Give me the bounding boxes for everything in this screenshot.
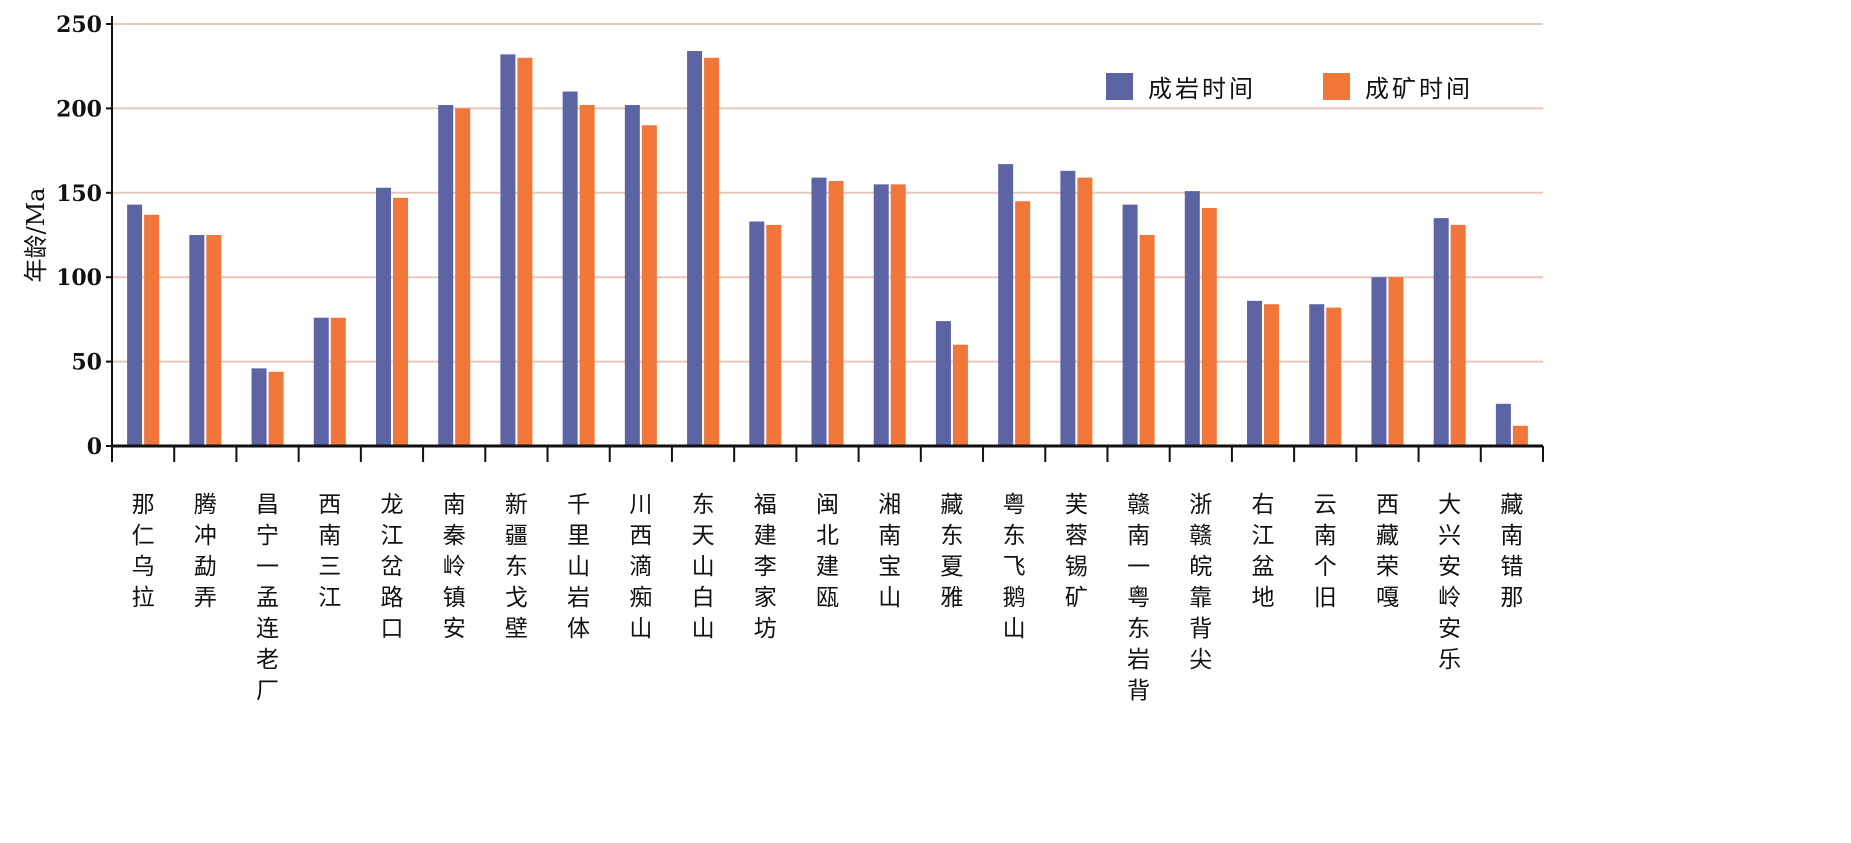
- y-tick-label: 150: [56, 181, 102, 207]
- y-tick-label: 250: [56, 12, 102, 38]
- bar-series-2: [1201, 207, 1217, 446]
- x-category-label: 福建李家坊: [754, 492, 777, 642]
- bar-series-2: [1326, 307, 1342, 446]
- bar-series-2: [1139, 235, 1155, 446]
- x-category-label: 大兴安岭安乐: [1438, 492, 1461, 673]
- bar-series-1: [189, 235, 205, 446]
- x-category-label: 昌宁一孟连老厂: [256, 492, 279, 704]
- bar-series-2: [766, 224, 782, 446]
- y-axis-label: 年龄/Ma: [22, 188, 50, 283]
- bar-series-2: [1077, 177, 1093, 446]
- legend-label: 成岩时间: [1148, 75, 1256, 103]
- legend-swatch: [1106, 73, 1133, 100]
- y-tick-label: 100: [56, 265, 102, 291]
- x-category-label: 藏东夏雅: [940, 492, 963, 611]
- bar-series-1: [1309, 304, 1325, 446]
- bar-series-1: [500, 54, 516, 446]
- bar-series-1: [1060, 170, 1076, 446]
- bar-series-2: [952, 344, 968, 446]
- bar-series-1: [1122, 204, 1138, 446]
- bar-series-2: [579, 105, 595, 447]
- bar-series-1: [1184, 191, 1200, 446]
- bar-series-1: [1495, 403, 1511, 446]
- bar-series-1: [438, 105, 454, 447]
- bar-series-1: [811, 177, 827, 446]
- legend: 成岩时间 成矿时间: [1106, 73, 1473, 103]
- y-tick-label: 0: [87, 434, 102, 460]
- x-category-label: 千里山岩体: [567, 492, 590, 642]
- bar-series-2: [890, 184, 906, 447]
- label-layer: 0 50 100 150 200 250 那仁乌拉 腾冲勐弄 昌宁一孟连老厂 西南三江 龙江岔路口 南…: [22, 12, 1523, 704]
- bar-series-1: [1247, 300, 1263, 446]
- legend-label: 成矿时间: [1365, 75, 1473, 103]
- legend-swatch: [1323, 73, 1350, 100]
- grid-layer: [112, 23, 1543, 363]
- bar-series-2: [1015, 201, 1031, 446]
- bar-series-2: [1450, 224, 1466, 446]
- bar-series-1: [624, 105, 640, 447]
- x-category-label: 龙江岔路口: [380, 492, 403, 642]
- y-tick-label: 200: [56, 96, 102, 122]
- bar-series-1: [562, 91, 578, 447]
- bar-series-2: [1388, 277, 1404, 446]
- bar-series-2: [517, 57, 533, 446]
- bar-series-1: [251, 368, 267, 446]
- bar-series-2: [828, 180, 844, 446]
- bar-series-1: [1371, 277, 1387, 446]
- bar-series-1: [1433, 218, 1449, 446]
- x-category-label: 那仁乌拉: [132, 492, 155, 611]
- x-category-label: 西藏荣嘎: [1376, 492, 1399, 611]
- x-category-label: 闽北建瓯: [816, 492, 839, 611]
- bar-series-1: [687, 51, 703, 447]
- x-category-label: 云南个旧: [1314, 492, 1337, 611]
- x-category-label: 右江盆地: [1252, 492, 1275, 611]
- bar-series-1: [935, 321, 951, 446]
- x-category-label: 东天山白山: [692, 492, 715, 642]
- bar-series-1: [375, 187, 391, 446]
- axis-layer: [106, 16, 1544, 462]
- bar-series-2: [641, 125, 657, 446]
- x-category-label: 赣南一粤东岩背: [1127, 492, 1150, 704]
- bar-series-2: [392, 197, 408, 446]
- x-category-label: 粤东飞鹅山: [1003, 492, 1026, 642]
- x-category-label: 藏南错那: [1500, 492, 1523, 611]
- x-category-label: 芙蓉锡矿: [1065, 492, 1088, 611]
- x-category-label: 浙赣皖靠背尖: [1189, 492, 1212, 673]
- bar-series-2: [144, 214, 160, 446]
- bar-series-2: [206, 235, 222, 446]
- bar-series-2: [1264, 304, 1280, 446]
- x-category-label: 川西滴痴山: [629, 492, 652, 642]
- x-category-label: 西南三江: [318, 492, 341, 611]
- bar-series-1: [749, 221, 765, 446]
- x-category-label: 南秦岭镇安: [443, 492, 466, 642]
- bar-series-2: [268, 371, 284, 446]
- bar-series-2: [704, 57, 720, 446]
- x-category-label: 新疆东戈壁: [505, 492, 528, 642]
- y-tick-label: 50: [71, 350, 102, 376]
- bar-series-2: [455, 108, 471, 447]
- x-category-label: 湘南宝山: [878, 492, 901, 611]
- bar-series-1: [998, 164, 1014, 446]
- x-category-label: 腾冲勐弄: [194, 492, 217, 611]
- bar-series-2: [1512, 425, 1528, 446]
- bar-series-1: [873, 184, 889, 447]
- bar-series-1: [313, 317, 329, 446]
- bar-series-1: [127, 204, 143, 446]
- bar-series-2: [330, 317, 346, 446]
- bar-layer: [127, 51, 1528, 447]
